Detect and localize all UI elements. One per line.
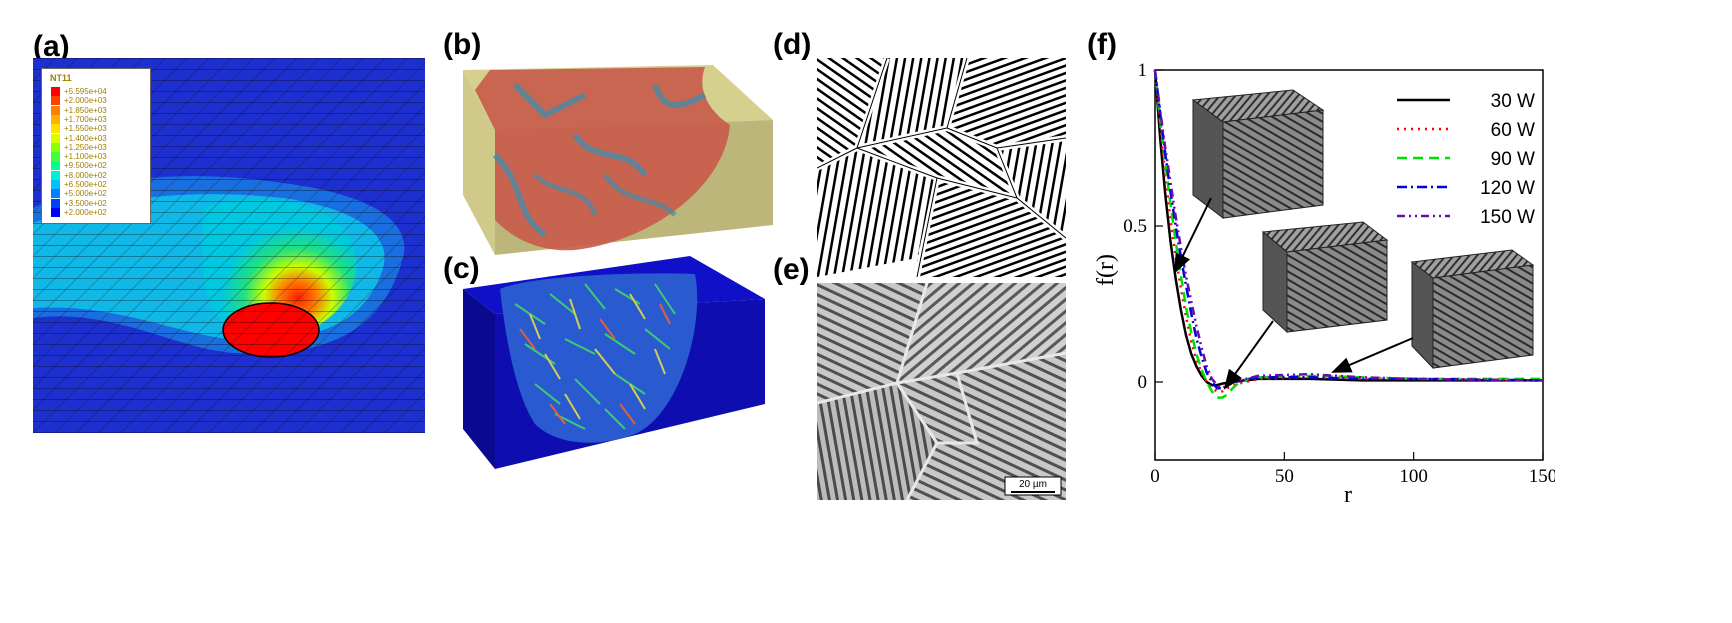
legend-entry: +1.400e+03: [51, 133, 107, 143]
legend-value: +3.500e+02: [64, 198, 107, 208]
legend-value: +6.500e+02: [64, 180, 107, 189]
legend-value: +5.595e+04: [64, 87, 107, 96]
legend-value: +5.000e+02: [64, 189, 107, 199]
legend-value: +8.000e+02: [64, 170, 107, 180]
legend-entry: +3.500e+02: [51, 198, 107, 208]
legend-entry: +1.700e+03: [51, 114, 107, 124]
panel-a-legend: NT11 +5.595e+04 +2.000e+03 +1.850e+03 +1.70…: [41, 68, 151, 224]
legend-label: 120 W: [1480, 178, 1535, 199]
legend-entry: +2.000e+02: [51, 207, 107, 217]
legend-swatch: [51, 170, 60, 180]
legend-value: +1.250e+03: [64, 142, 107, 152]
legend-swatch: [51, 207, 60, 217]
legend-label: 150 W: [1480, 207, 1535, 228]
legend-value: +1.700e+03: [64, 114, 107, 124]
legend-value: +1.850e+03: [64, 105, 107, 115]
legend-swatch: [51, 114, 60, 124]
legend-entry: +5.000e+02: [51, 189, 107, 199]
legend-entry: +1.100e+03: [51, 152, 107, 162]
legend-swatch: [51, 161, 60, 171]
panel-e-scalebar-label: 20 µm: [1019, 479, 1047, 490]
legend-entry: +1.850e+03: [51, 105, 107, 115]
x-tick-label: 0: [1150, 466, 1160, 487]
legend-value: +2.000e+02: [64, 207, 107, 217]
legend-value: +1.550e+03: [64, 124, 107, 134]
legend-swatch: [51, 198, 60, 208]
legend-swatch: [51, 105, 60, 115]
legend-value: +1.100e+03: [64, 152, 107, 162]
arrow-to-curve-1: [1174, 197, 1212, 274]
legend-title: NT11: [50, 73, 72, 83]
y-tick-label: 0.5: [1123, 216, 1147, 237]
legend-swatch: [51, 189, 60, 199]
x-tick-label: 150: [1529, 466, 1555, 487]
y-axis-label: f(r): [1093, 254, 1119, 286]
inset-cube-middle: [1261, 221, 1389, 334]
panel-label-b: (b): [443, 28, 482, 61]
x-tick-label: 50: [1275, 466, 1294, 487]
x-tick-label: 100: [1399, 466, 1428, 487]
panel-e-optical-micrograph: [817, 283, 1066, 500]
legend-swatch: [51, 133, 60, 143]
legend-value: +1.400e+03: [64, 133, 107, 143]
x-axis-label: r: [1344, 482, 1352, 508]
legend-swatch: [51, 124, 60, 134]
panel-d-binary-micrograph: [817, 58, 1066, 277]
legend-swatch: [51, 87, 60, 96]
series-line-150-w: [1153, 69, 1544, 390]
panel-label-a: (a): [33, 30, 70, 63]
arrow-to-curve-2: [1223, 320, 1274, 390]
series-line-120-w: [1153, 69, 1544, 390]
legend-entry: +1.250e+03: [51, 142, 107, 152]
legend-swatch: [51, 180, 60, 189]
panel-c-microstructure-block: [463, 256, 765, 469]
legend-swatch: [51, 142, 60, 152]
legend-entry: +2.000e+03: [51, 96, 107, 106]
panel-label-e: (e): [773, 253, 810, 286]
legend-entry: +9.500e+02: [51, 161, 107, 171]
legend-value: +9.500e+02: [64, 161, 107, 171]
panel-label-c: (c): [443, 252, 480, 285]
legend-entry: +1.550e+03: [51, 124, 107, 134]
inset-cube-top: [1191, 89, 1325, 220]
legend-swatch: [51, 152, 60, 162]
legend-swatch: [51, 96, 60, 106]
panel-label-f: (f): [1087, 28, 1117, 61]
y-tick-label: 0: [1138, 372, 1148, 393]
legend-entry: +5.595e+04: [51, 87, 107, 96]
arrow-to-curve-3: [1331, 337, 1414, 373]
panel-label-d: (d): [773, 28, 812, 61]
legend-entry: +8.000e+02: [51, 170, 107, 180]
y-tick-label: 1: [1138, 60, 1148, 81]
legend-entry: +6.500e+02: [51, 180, 107, 189]
legend-label: 30 W: [1491, 91, 1535, 112]
chart-legend: 30 W 60 W 90 W 120 W 150 W: [1397, 91, 1535, 228]
legend-value: +2.000e+03: [64, 96, 107, 106]
panel-b-melt-pool-block: [463, 65, 773, 255]
legend-label: 90 W: [1491, 149, 1535, 170]
inset-cube-right: [1410, 249, 1535, 370]
legend-label: 60 W: [1491, 120, 1535, 141]
